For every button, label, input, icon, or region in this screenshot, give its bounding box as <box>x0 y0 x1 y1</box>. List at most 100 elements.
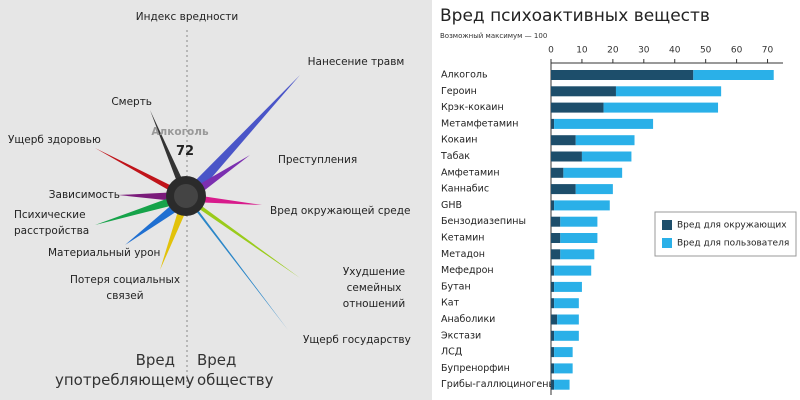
bar <box>551 200 555 211</box>
bar <box>575 184 613 195</box>
bar <box>551 314 558 325</box>
bar <box>560 216 598 227</box>
legend-label: Вред для пользователя <box>677 239 789 249</box>
y-tick-label: Бензодиазепины <box>441 216 526 227</box>
bar <box>554 363 573 374</box>
bar <box>563 167 623 178</box>
x-tick-label: 10 <box>576 46 588 56</box>
bar <box>551 118 555 129</box>
bar <box>551 249 561 260</box>
title: Индекс вредности <box>135 11 239 23</box>
x-tick-label: 30 <box>638 46 650 56</box>
y-tick-label: Кетамин <box>441 233 485 244</box>
bar <box>551 135 576 146</box>
bar <box>557 314 579 325</box>
y-tick-label: Кокаин <box>441 135 478 146</box>
harm-label: Нанесение травм <box>307 56 405 68</box>
y-tick-label: ЛСД <box>441 347 462 358</box>
harm-label: Материальный урон <box>48 247 161 259</box>
bar <box>554 347 573 358</box>
harm-label: Ущерб здоровью <box>8 134 101 146</box>
spike <box>186 198 288 330</box>
bar <box>551 330 555 341</box>
bar <box>551 216 561 227</box>
bar <box>551 281 555 292</box>
spike <box>160 198 190 270</box>
y-tick-label: Анаболики <box>441 314 495 325</box>
harm-label: Потеря социальных связей <box>69 274 181 302</box>
bar <box>554 281 582 292</box>
bar <box>581 151 632 162</box>
legend-box <box>654 211 797 257</box>
bar <box>554 330 579 341</box>
chart-subtitle: Возможный максимум — 100 <box>440 32 547 40</box>
x-tick-label: 0 <box>548 46 554 56</box>
y-tick-label: Бупренорфин <box>441 363 510 374</box>
spike-diagram <box>95 30 300 390</box>
x-tick-label: 70 <box>762 46 774 56</box>
y-tick-label: Кат <box>441 298 460 309</box>
y-tick-label: Героин <box>441 86 477 97</box>
harm-label: Зависимость <box>48 189 120 201</box>
harm-label: Ущерб государству <box>303 334 411 346</box>
bar <box>560 249 595 260</box>
x-tick-label: 60 <box>731 46 743 56</box>
x-tick-label: 50 <box>700 46 712 56</box>
core-highlight <box>174 184 198 208</box>
harm-label: Вред окружающей среде <box>270 205 411 217</box>
bar <box>551 363 555 374</box>
harm-label: Смерть <box>111 96 152 108</box>
bar <box>551 184 576 195</box>
y-tick-label: Табак <box>440 151 470 162</box>
background <box>432 0 800 400</box>
x-tick-label: 20 <box>607 46 619 56</box>
y-tick-label: Каннабис <box>441 184 489 195</box>
bar <box>554 265 592 276</box>
bar <box>551 265 555 276</box>
spike <box>186 75 300 198</box>
side-label: Вред обществу <box>197 351 274 389</box>
y-tick-label: Крэк-кокаин <box>441 102 504 113</box>
y-tick-label: Метадон <box>441 249 485 260</box>
substance: Алкоголь <box>151 126 209 138</box>
bar <box>560 233 598 243</box>
y-tick-label: Бутан <box>441 281 471 292</box>
chart-title: Вред психоактивных веществ <box>440 6 710 26</box>
chart: Вред психоактивных веществ Возможный мак… <box>432 0 800 400</box>
harm-label: Психические расстройства <box>14 209 90 237</box>
bar <box>551 86 616 97</box>
spike <box>95 148 186 200</box>
legend-swatch <box>662 238 672 248</box>
bar <box>551 167 564 178</box>
y-tick-label: GHB <box>441 200 462 211</box>
bar <box>554 298 579 309</box>
bar <box>551 379 555 390</box>
legend-swatch <box>662 220 672 230</box>
spike <box>188 194 262 205</box>
x-tick-label: 40 <box>669 46 681 56</box>
bar <box>551 347 555 358</box>
y-tick-label: Алкоголь <box>441 70 488 81</box>
y-tick-label: Амфетамин <box>441 167 500 178</box>
spike <box>188 196 300 278</box>
spike <box>150 110 190 196</box>
y-tick-label: Мефедрон <box>441 265 494 276</box>
y-tick-label: Грибы-галлюциногены <box>441 379 556 390</box>
bar <box>554 379 570 390</box>
bar <box>603 102 719 113</box>
bar <box>551 298 555 309</box>
harm-index-panel: Индекс вредности Алкоголь 72 Смерть Ущер… <box>0 0 432 400</box>
y-tick-label: Экстази <box>441 330 481 341</box>
side-label: Вред употребляющему <box>55 351 195 389</box>
bar <box>554 200 610 211</box>
bar <box>551 102 604 113</box>
bar <box>551 70 694 80</box>
spike <box>95 194 186 225</box>
legend-label: Вред для окружающих <box>677 221 787 231</box>
score: 72 <box>175 144 195 159</box>
bar <box>551 151 582 162</box>
bar <box>551 233 561 243</box>
bar <box>575 135 635 146</box>
bar <box>615 86 722 97</box>
